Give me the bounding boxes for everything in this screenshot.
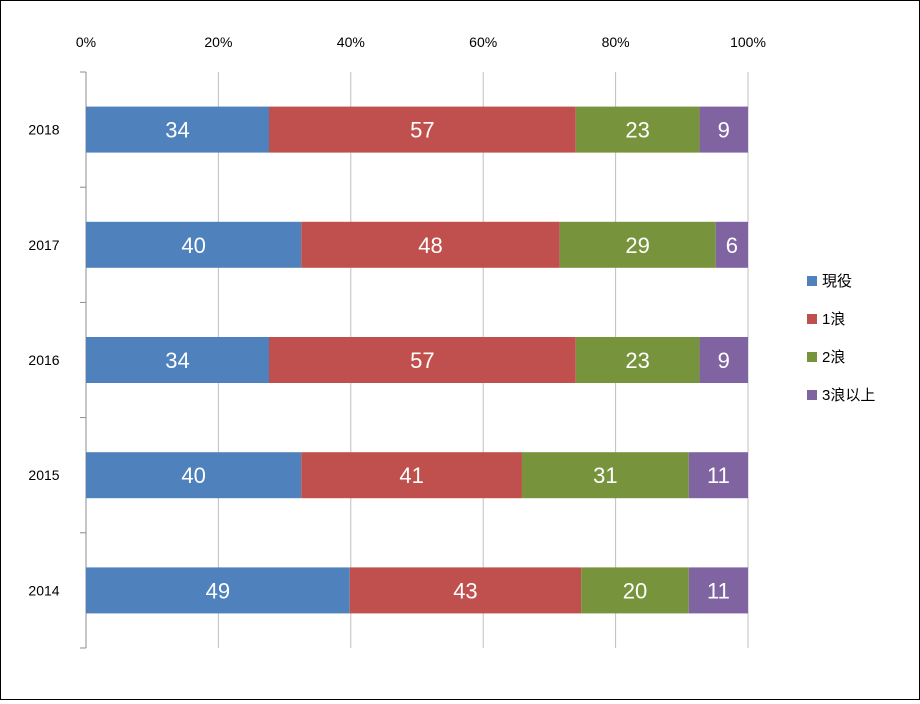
data-label: 20 [623,578,647,603]
data-label: 6 [726,233,738,258]
x-tick-label: 80% [602,34,630,50]
category-label: 2017 [28,237,59,253]
legend-label: 1浪 [822,311,845,328]
category-label: 2018 [28,122,59,138]
data-label: 43 [453,578,477,603]
bar-segment [86,106,269,153]
bar-segment [349,567,582,614]
legend-label: 3浪以上 [822,387,875,404]
x-tick-label: 60% [469,34,497,50]
data-label: 9 [718,348,730,373]
x-tick-label: 0% [76,34,96,50]
x-tick-label: 40% [337,34,365,50]
bar-segment [268,106,576,153]
data-label: 34 [165,118,189,143]
x-axis-ticks: 0% 20% 40% 60% 80% 100% [76,34,766,50]
data-label: 57 [410,348,434,373]
data-label: 49 [206,578,230,603]
category-labels: 2018 2017 2016 2015 2014 [28,122,59,599]
data-label: 41 [399,463,423,488]
bar-segment [575,337,700,383]
bar-segment [688,567,748,614]
data-label: 23 [625,348,649,373]
bar-segment [86,221,302,268]
data-label: 31 [593,463,617,488]
bar-segment [575,106,700,153]
bar-segment [301,452,522,499]
data-label: 11 [707,463,730,488]
legend-swatch [807,314,817,324]
category-label: 2016 [28,352,59,368]
bar-segment [699,337,748,383]
bar-segment [86,452,302,499]
data-label: 48 [418,233,442,258]
legend-swatch [807,276,817,286]
data-label: 40 [181,233,205,258]
data-label: 29 [625,233,649,258]
bar-segment [581,567,689,614]
bar-segment [301,221,560,268]
category-axis [80,71,87,649]
category-label: 2014 [28,582,59,598]
legend-swatch [807,390,817,400]
legend-label: 2浪 [822,349,845,366]
category-label: 2015 [28,467,59,483]
bar-segment [699,106,748,153]
data-label: 9 [718,118,730,143]
bar-segment [521,452,689,499]
bar-segment [715,221,748,268]
data-label: 34 [165,348,189,373]
legend: 現役 1浪 2浪 3浪以上 [807,273,875,404]
bar-segment [268,337,576,383]
legend-swatch [807,352,817,362]
bar-segment [86,337,269,383]
bar-segment [688,452,748,499]
data-label: 23 [625,118,649,143]
data-label: 11 [707,578,730,603]
x-tick-label: 20% [204,34,232,50]
x-tick-label: 100% [730,34,766,50]
legend-label: 現役 [822,273,852,290]
bars: 34 57 23 9 40 48 29 6 34 57 23 9 40 41 31 11 49 43 20 11 [86,106,748,614]
bar-segment [559,221,716,268]
bar-segment [86,567,350,614]
data-label: 40 [181,463,205,488]
data-label: 57 [410,118,434,143]
